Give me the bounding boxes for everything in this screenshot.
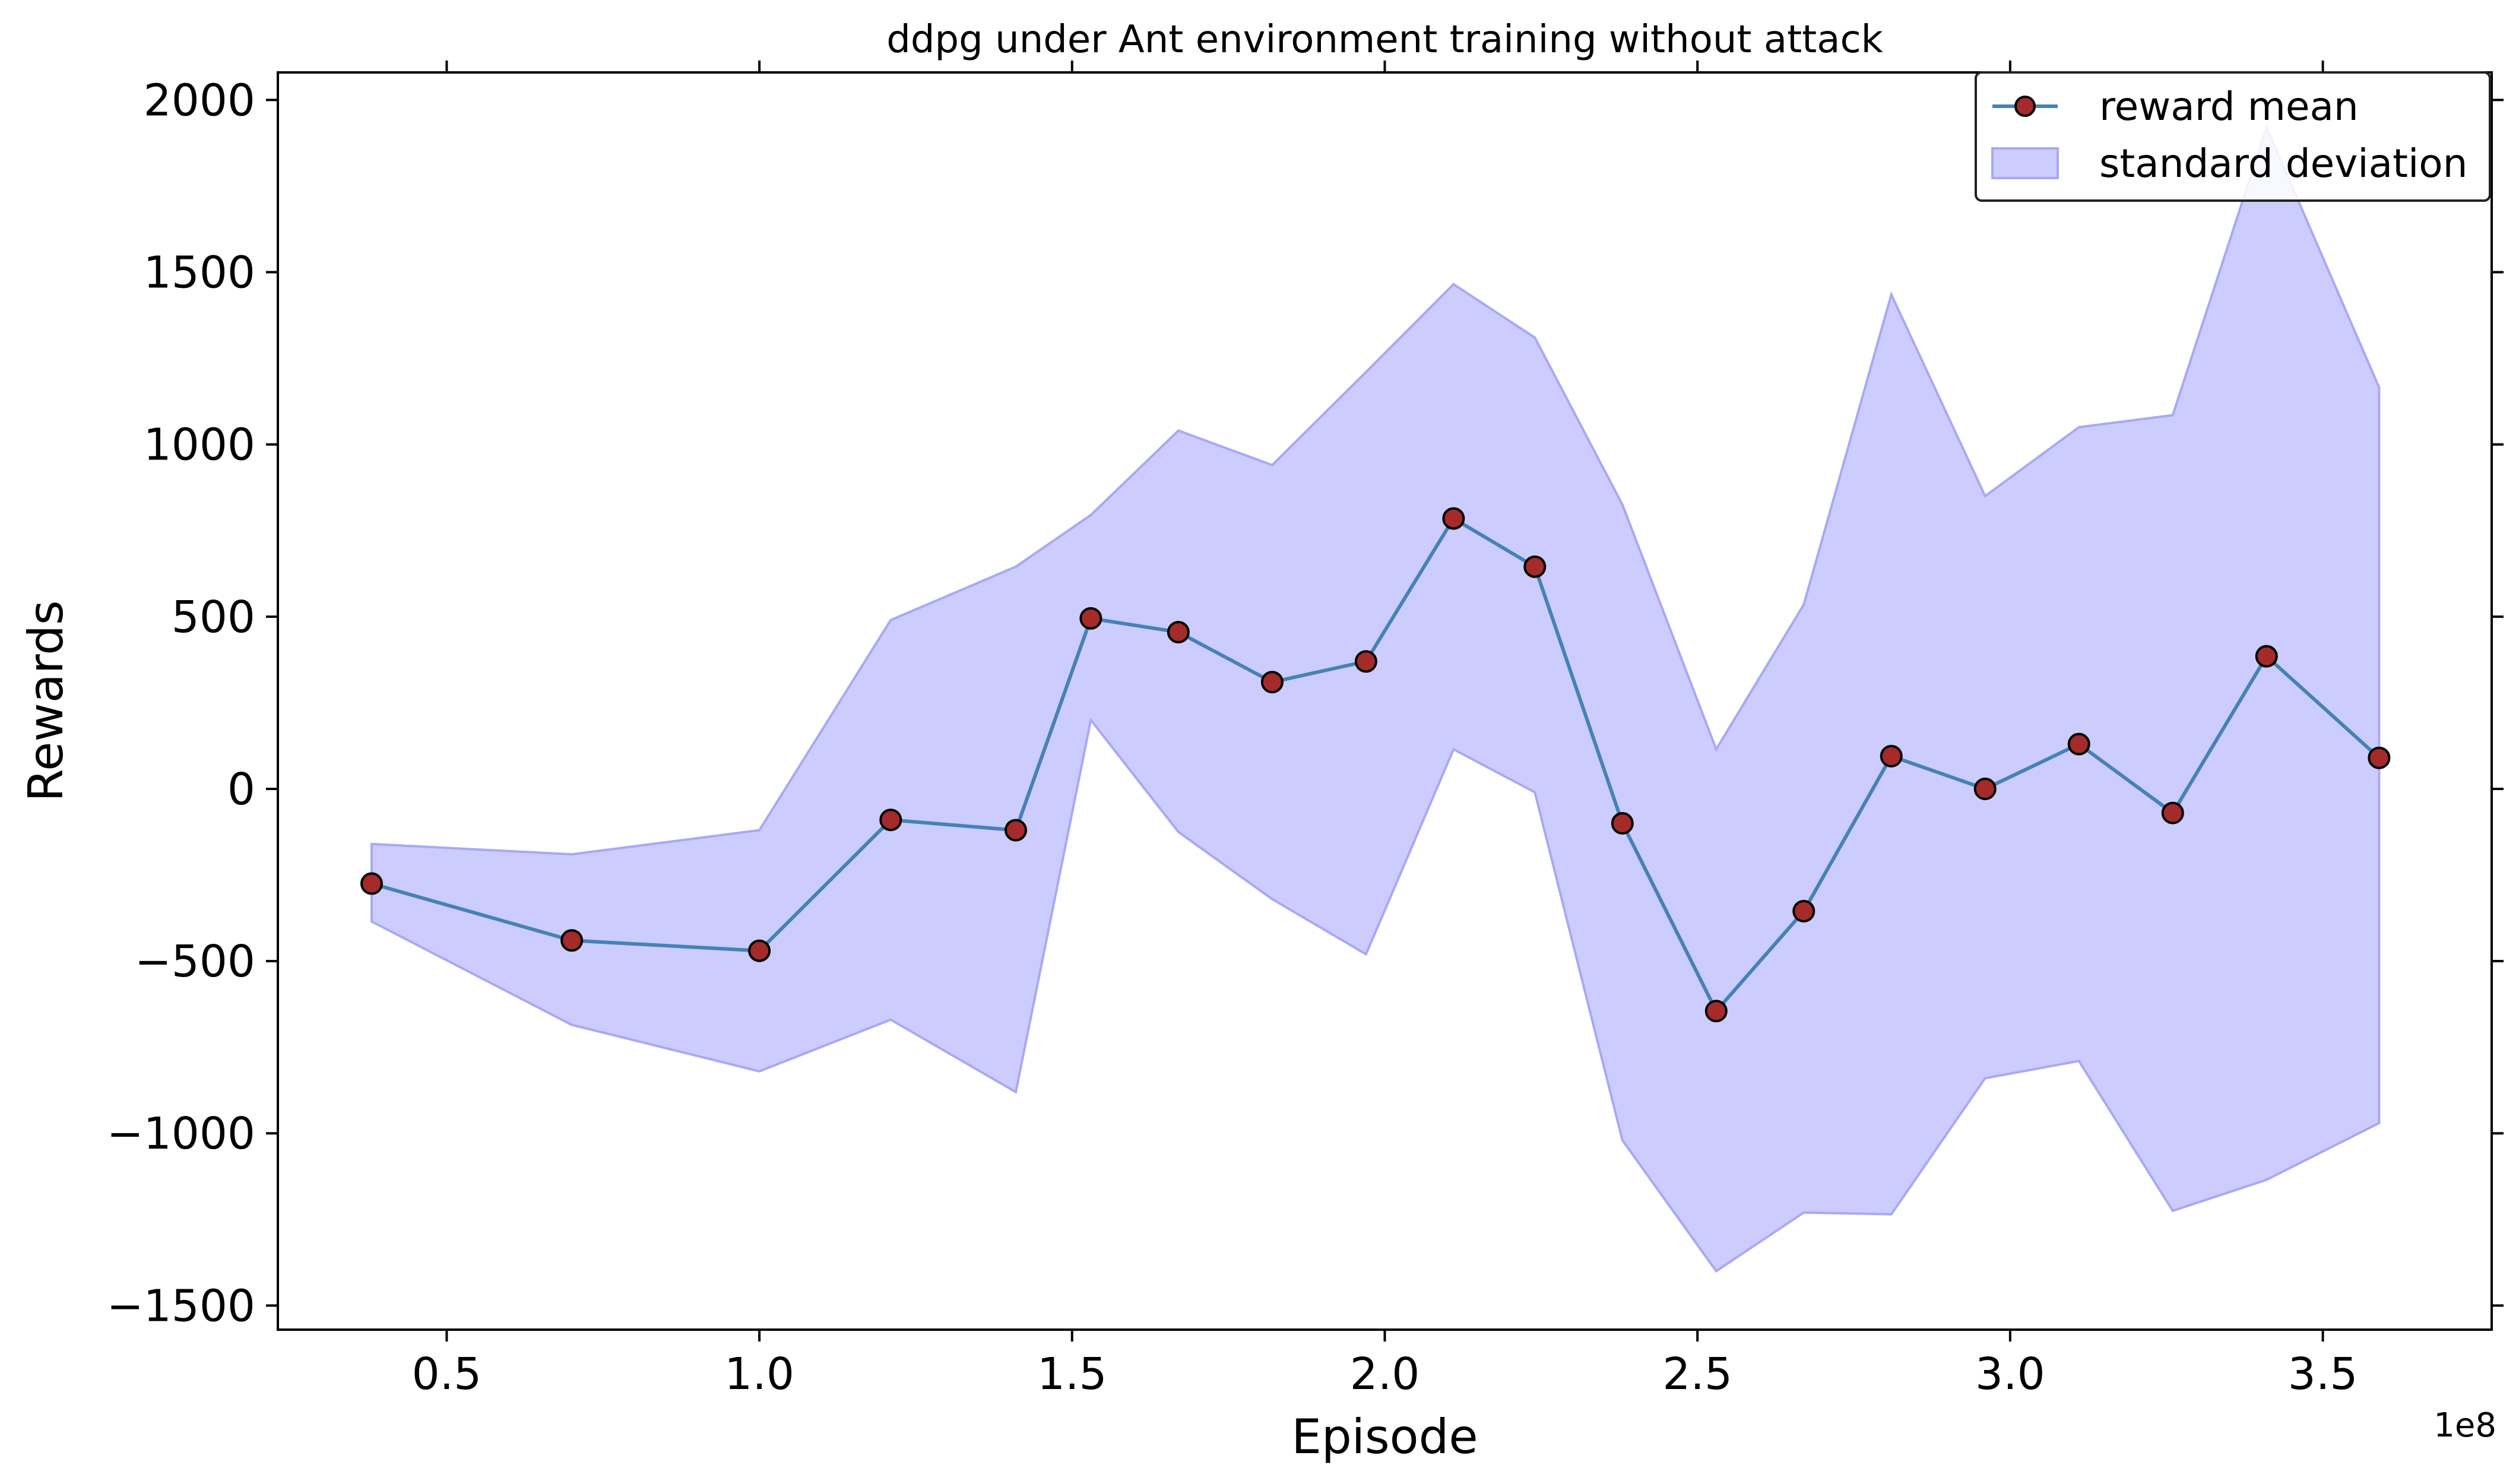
legend-marker-swatch [2014, 96, 2036, 117]
reward-mean-point [2161, 801, 2184, 825]
legend-band-swatch [1991, 147, 2059, 179]
reward-mean-point [360, 872, 384, 895]
y-tick-label: 0 [227, 764, 255, 815]
reward-mean-point [1973, 777, 1997, 800]
reward-mean-point [560, 929, 584, 952]
reward-mean-point [1442, 507, 1465, 530]
x-axis-offset-label: 1e8 [2434, 1406, 2496, 1445]
y-tick-label: 1000 [144, 420, 255, 471]
reward-mean-point [879, 808, 902, 832]
y-tick-label: 500 [172, 592, 255, 643]
reward-mean-point [1005, 819, 1027, 842]
x-axis-label: Episode [1291, 1409, 1478, 1464]
chart-title: ddpg under Ant environment training with… [886, 18, 1883, 62]
x-tick-label: 1.0 [724, 1349, 794, 1400]
reward-mean-line [371, 516, 2381, 1014]
reward-mean-point [2067, 733, 2090, 756]
y-axis-label: Rewards [18, 600, 74, 802]
mean-marker-layer [360, 507, 2391, 1023]
y-axis-ticks: −1500 −1000 −500 0 500 1000 1500 2000 [107, 75, 2504, 1331]
legend-box [1975, 71, 2491, 202]
x-tick-label: 1.5 [1037, 1349, 1107, 1400]
reward-mean-point [1079, 607, 1102, 630]
x-tick-label: 2.5 [1662, 1349, 1732, 1400]
std-band [370, 124, 2381, 1273]
reward-mean-point [1792, 899, 1815, 922]
reward-mean-point [1611, 811, 1634, 835]
y-tick-label: 1500 [144, 248, 255, 299]
y-tick-label: 2000 [144, 75, 255, 126]
x-axis-ticks: 0.5 1.0 1.5 2.0 2.5 3.0 3.5 [412, 61, 2358, 1400]
reward-mean-point [1260, 671, 1284, 694]
legend-label-standard-deviation: standard deviation [2099, 141, 2468, 186]
mean-line-layer [371, 516, 2381, 1014]
x-tick-label: 0.5 [412, 1349, 482, 1400]
reward-mean-point [1523, 555, 1547, 578]
reward-mean-point [1880, 744, 1903, 768]
reward-mean-point [2368, 746, 2391, 769]
reward-mean-point [2255, 645, 2278, 668]
y-tick-label: −500 [135, 936, 255, 987]
x-tick-label: 2.0 [1350, 1349, 1420, 1400]
legend-label-reward-mean: reward mean [2099, 84, 2359, 129]
reward-mean-point [1167, 620, 1190, 643]
reward-mean-point [1354, 650, 1377, 673]
x-tick-label: 3.0 [1975, 1349, 2045, 1400]
reward-mean-point [1704, 1000, 1728, 1023]
y-tick-label: −1500 [107, 1280, 255, 1331]
reward-mean-point [748, 939, 771, 962]
x-tick-label: 3.5 [2288, 1349, 2358, 1400]
y-tick-label: −1000 [107, 1108, 255, 1159]
legend: reward mean standard deviation [1975, 71, 2491, 202]
std-band-layer [370, 124, 2381, 1273]
